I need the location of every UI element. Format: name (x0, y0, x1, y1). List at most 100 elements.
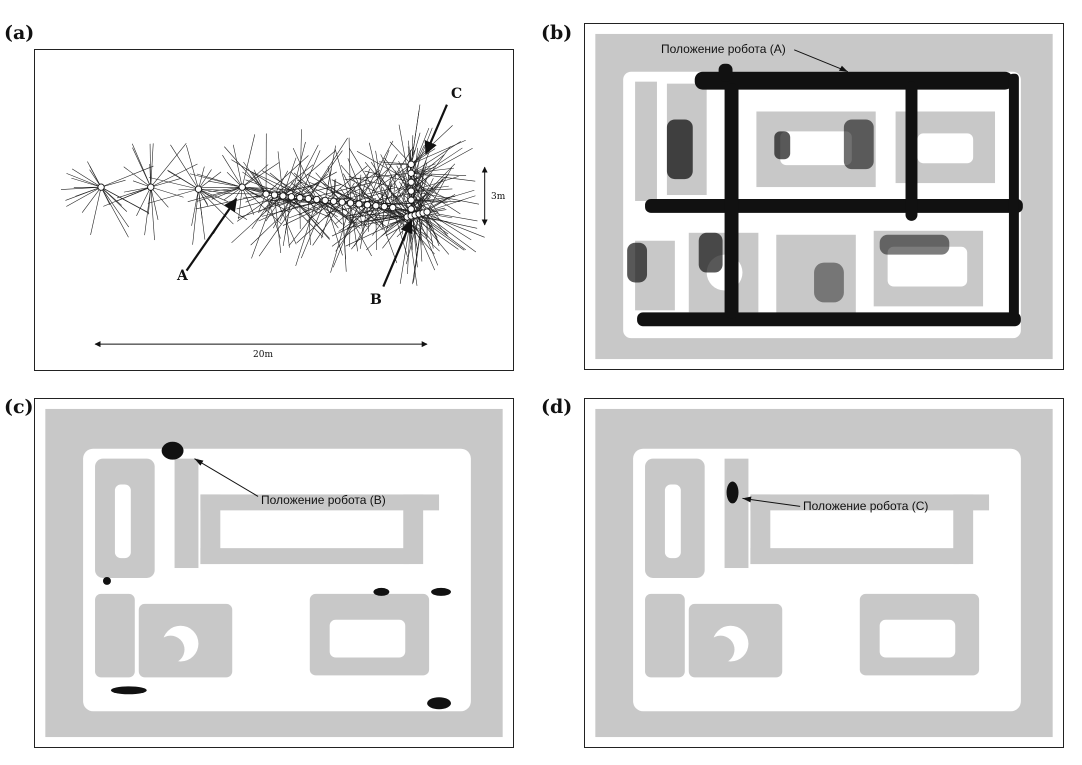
trajectory-point (346, 199, 355, 207)
map-b (595, 33, 1053, 360)
sensor-ray (196, 186, 243, 189)
sensor-ray (274, 194, 282, 254)
sensor-ray (375, 150, 385, 207)
sensor-ray (136, 187, 152, 217)
sensor-ray (123, 186, 151, 193)
sensor-ray (306, 201, 334, 222)
sensor-ray (340, 164, 377, 206)
trajectory-point (407, 187, 415, 195)
sensor-ray (392, 170, 397, 208)
sensor-ray (196, 173, 267, 195)
sensor-ray (333, 188, 362, 202)
sensor-ray (274, 170, 289, 196)
sensor-ray (354, 205, 377, 247)
sensor-ray (261, 200, 326, 217)
sensor-ray (288, 200, 334, 219)
sensor-ray (144, 187, 152, 236)
sensor-ray (131, 143, 152, 188)
sensor-ray (150, 186, 169, 208)
sensor-ray (370, 161, 408, 218)
sensor-ray (312, 201, 343, 246)
robot-position-annotation-c: Положение робота (С) (803, 499, 929, 513)
sensor-ray (150, 187, 159, 220)
sensor-ray (242, 164, 269, 188)
sensor-ray (282, 195, 324, 238)
sensor-ray (149, 143, 152, 188)
sensor-ray (75, 186, 102, 197)
sensor-ray (396, 181, 412, 200)
sensor-ray (422, 212, 477, 253)
sensor-ray (410, 190, 441, 244)
sensor-ray (241, 134, 256, 188)
sensor-ray (426, 211, 478, 222)
panel-label-d: (d) (541, 396, 573, 418)
sensor-ray (398, 160, 424, 214)
sensor-ray (410, 104, 421, 165)
sensor-ray (392, 207, 435, 255)
sensor-ray (350, 202, 358, 252)
sensor-ray (341, 182, 355, 203)
sensor-ray (291, 141, 306, 197)
sensor-ray (319, 180, 343, 203)
trajectory-point (329, 197, 338, 205)
trajectory-point (238, 183, 246, 191)
sensor-ray (349, 208, 412, 218)
sensor-ray (418, 213, 423, 262)
sensor-ray (372, 164, 412, 192)
trajectory-point (313, 195, 321, 204)
sensor-ray (223, 193, 267, 195)
sensor-ray (150, 143, 187, 188)
sensor-ray (170, 144, 199, 190)
sensor-ray (356, 150, 412, 183)
sensor-ray (411, 199, 461, 202)
sensor-ray (192, 189, 199, 245)
trajectory-point (194, 185, 203, 193)
sensor-ray (327, 166, 334, 202)
sensor-ray (348, 178, 412, 210)
trajectory-point (321, 196, 329, 204)
sensor-ray (66, 186, 102, 207)
sensor-ray (365, 208, 412, 251)
sensor-ray (282, 200, 334, 226)
sensor-ray (71, 168, 102, 188)
sensor-ray (222, 154, 243, 188)
sensor-ray (411, 189, 475, 210)
robot-position-annotation-b: Положение робота (В) (261, 493, 386, 507)
sensor-ray (306, 173, 360, 205)
trajectory-point (389, 203, 397, 212)
sensor-ray (295, 199, 318, 267)
sensor-ray (410, 163, 456, 210)
sensor-ray (198, 166, 205, 190)
sensor-ray (147, 188, 199, 204)
sensor-ray (100, 186, 130, 228)
trajectory-point (262, 190, 270, 198)
point-label-b: B (370, 292, 382, 308)
sensor-ray (245, 193, 267, 203)
arrow-a (185, 197, 238, 272)
sensor-ray (231, 159, 292, 198)
panel-c-occupancy-map: Положение робота (В) (34, 398, 514, 748)
sensor-ray (362, 205, 377, 226)
point-label-a: A (177, 268, 188, 284)
sensor-ray (242, 186, 290, 213)
panel-label-b: (b) (541, 22, 573, 44)
sensor-ray (100, 186, 150, 214)
sensor-ray (197, 186, 243, 202)
sensor-ray (150, 187, 155, 241)
sensor-ray (71, 177, 102, 188)
sensor-ray (290, 171, 317, 200)
sensor-ray (282, 195, 290, 248)
trajectory-point (147, 183, 155, 191)
sensor-ray (324, 145, 336, 201)
sensor-ray (384, 196, 456, 207)
sensor-ray (291, 182, 309, 199)
sensor-ray (358, 174, 362, 204)
sensor-ray (320, 201, 334, 239)
sensor-ray (198, 169, 212, 190)
sensor-ray (410, 173, 440, 216)
sensor-ray (100, 179, 126, 188)
sensor-ray (198, 188, 231, 191)
sensor-ray (325, 201, 343, 218)
sensor-ray (333, 201, 368, 228)
sensor-ray (90, 187, 102, 236)
